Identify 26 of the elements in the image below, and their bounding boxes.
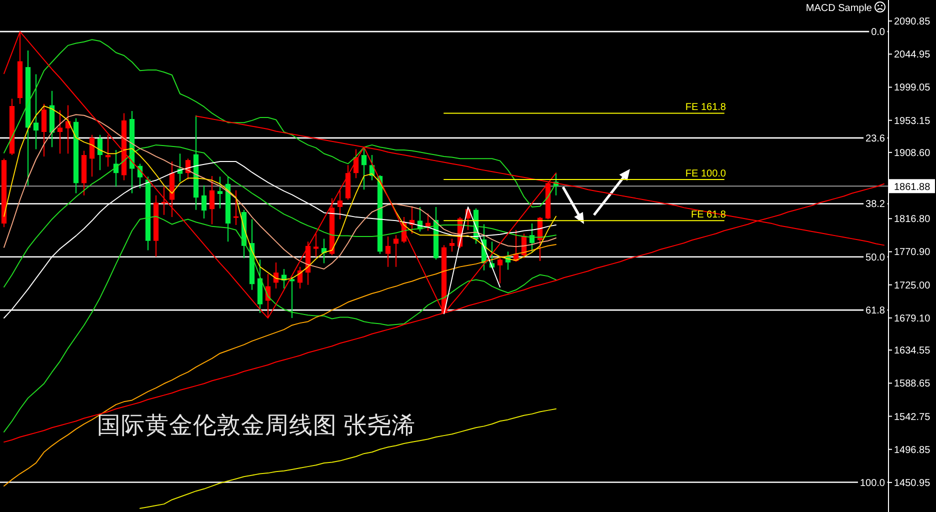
y-tick-label: 1450.95 (894, 478, 931, 489)
annotation: MACD Sample (806, 3, 872, 14)
y2-tick-label: 100.0 (860, 478, 886, 489)
y-tick-label: 2090.85 (894, 16, 931, 28)
y2-tick-label: 61.8 (866, 306, 886, 317)
text: 国际黄金伦敦金周线图 张尧浠 (97, 412, 416, 438)
y2-tick-label: 50.0 (866, 252, 886, 264)
series-label: FE 100.0 (685, 168, 726, 180)
y-tick-label: 1953.15 (894, 116, 931, 127)
y-tick-label: 2044.95 (894, 50, 931, 61)
y-tick-label: 1725.00 (894, 280, 931, 292)
line-series (4, 144, 556, 288)
y-tick-label: 1588.65 (894, 378, 931, 390)
y-tick-label: 1908.60 (894, 148, 931, 159)
y2-tick-label: 38.2 (866, 199, 886, 210)
series-label: FE 161.8 (685, 102, 726, 114)
y-tick-label: 1634.55 (894, 346, 931, 357)
y-tick-label: 1999.05 (894, 82, 931, 94)
y2-tick-label: 0.0 (871, 27, 886, 38)
y-tick-label: 1679.10 (894, 313, 931, 324)
y-tick-label: 1496.85 (894, 444, 931, 456)
y2-tick-label: 23.6 (866, 133, 886, 144)
y-tick-label: 1770.90 (894, 247, 931, 258)
y-tick-label: 1542.75 (894, 412, 931, 423)
y-tick-label: 1816.80 (894, 214, 931, 226)
ref-line-label: 1861.88 (894, 182, 931, 194)
